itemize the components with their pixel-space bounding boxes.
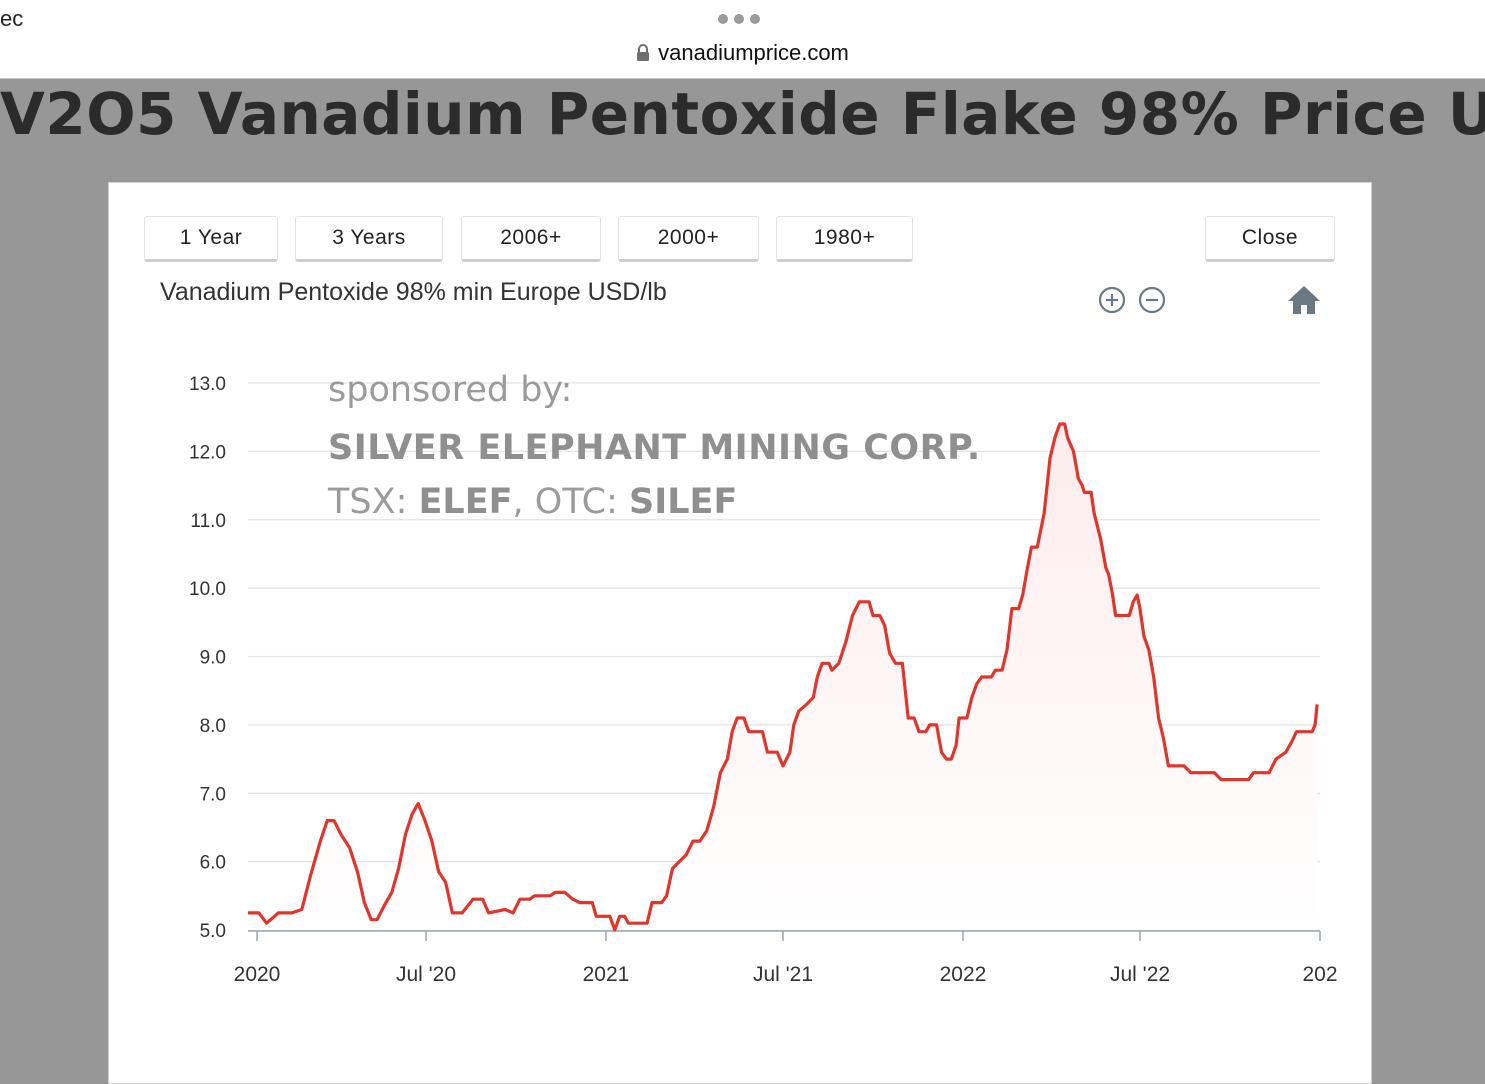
y-tick-label: 12.0 [189, 442, 226, 463]
lock-icon [636, 42, 650, 68]
range-3-years-button[interactable]: 3 Years [295, 216, 443, 262]
y-tick-label: 7.0 [200, 784, 226, 805]
sponsor-line-2: SILVER ELEPHANT MINING CORP. [328, 428, 981, 468]
page-title: V2O5 Vanadium Pentoxide Flake 98% Price … [0, 80, 1485, 148]
price-area-fill [248, 424, 1318, 930]
y-tick-label: 13.0 [189, 374, 226, 395]
y-axis-labels: 13.0 12.0 11.0 10.0 9.0 8.0 7.0 6.0 5.0 [189, 374, 226, 942]
sponsor-line-3: TSX: ELEF, OTC: SILEF [328, 482, 737, 522]
price-line [248, 422, 1319, 932]
zoom-out-icon[interactable] [1137, 285, 1167, 319]
y-tick-label: 11.0 [190, 511, 226, 532]
x-tick-label: 2020 [234, 963, 281, 986]
x-tick-label: Jul '22 [1110, 963, 1170, 986]
x-tick-label: Jul '21 [753, 963, 813, 986]
sponsor-line-1: sponsored by: [328, 370, 573, 410]
x-tick-label: 2022 [940, 963, 987, 986]
x-tick-label: 202 [1302, 963, 1337, 986]
chart-panel [108, 182, 1372, 1084]
browser-toolbar: ec vanadiumprice.com [0, 0, 1485, 79]
close-button[interactable]: Close [1205, 216, 1335, 262]
y-tick-label: 9.0 [200, 648, 226, 669]
x-tick-label: 2021 [583, 963, 630, 986]
tab-title-fragment[interactable]: ec [0, 6, 24, 31]
range-1-year-button[interactable]: 1 Year [144, 216, 278, 262]
address-bar[interactable]: vanadiumprice.com [0, 40, 1485, 68]
sponsor-otc-ticker: SILEF [629, 482, 738, 522]
x-axis-labels: 2020 Jul '20 2021 Jul '21 2022 Jul '22 202 [234, 931, 1338, 986]
chart-title: Vanadium Pentoxide 98% min Europe USD/lb [160, 278, 667, 306]
y-tick-label: 5.0 [200, 921, 226, 942]
sponsor-otc-prefix: , OTC: [512, 482, 630, 522]
range-2000-button[interactable]: 2000+ [618, 216, 759, 262]
sponsor-tsx-ticker: ELEF [418, 482, 513, 522]
home-icon[interactable] [1286, 284, 1322, 320]
sponsor-tsx-prefix: TSX: [328, 482, 419, 522]
y-tick-label: 10.0 [189, 579, 226, 600]
zoom-in-icon[interactable] [1097, 285, 1127, 319]
range-1980-button[interactable]: 1980+ [776, 216, 913, 262]
y-tick-label: 6.0 [200, 853, 226, 874]
y-tick-label: 8.0 [200, 716, 226, 737]
url-text: vanadiumprice.com [658, 40, 849, 65]
more-options-icon[interactable] [718, 14, 760, 24]
range-2006-button[interactable]: 2006+ [461, 216, 601, 262]
x-tick-label: Jul '20 [396, 963, 456, 986]
